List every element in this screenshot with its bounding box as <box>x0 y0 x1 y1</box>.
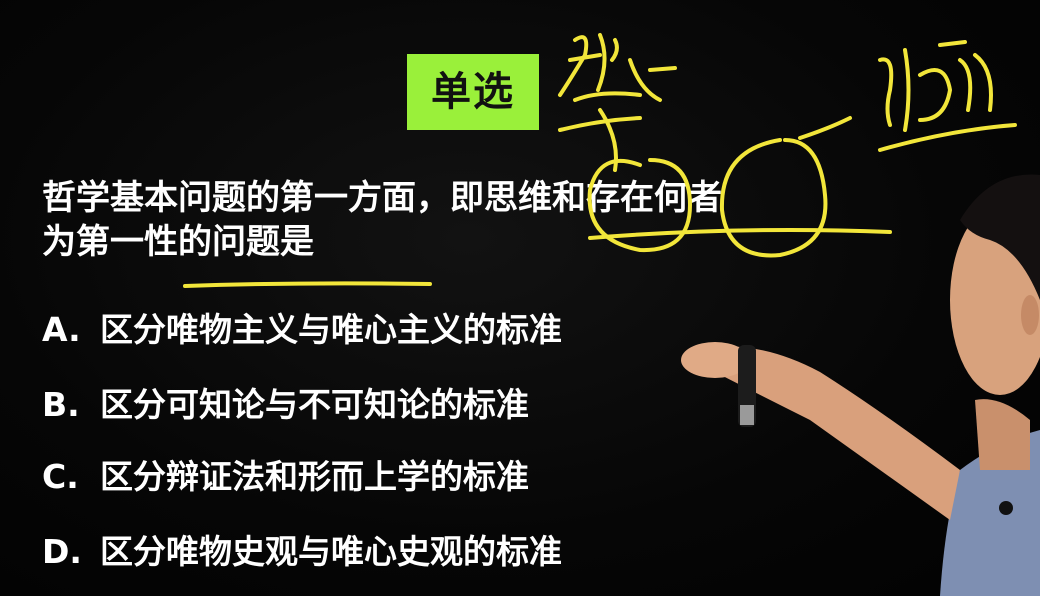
option-text: 区分唯物主义与唯心主义的标准 <box>100 310 562 349</box>
handwriting-left <box>558 33 677 172</box>
long-underline-annotation <box>588 228 892 240</box>
option-b: B. 区分可知论与不可知论的标准 <box>42 385 529 425</box>
option-letter: D. <box>42 532 82 571</box>
underline-annotation <box>183 281 432 288</box>
question-line-1: 哲学基本问题的第一方面，即思维和存在何者 <box>42 178 722 218</box>
question-text: 哲学基本问题的第一方面，即思维和存在何者 为第一性的问题是 <box>42 176 922 264</box>
option-text: 区分辩证法和形而上学的标准 <box>100 457 529 496</box>
single-choice-badge: 单选 <box>407 54 539 130</box>
option-a: A. 区分唯物主义与唯心主义的标准 <box>42 310 562 350</box>
option-d: D. 区分唯物史观与唯心史观的标准 <box>42 532 562 572</box>
handwriting-right <box>878 40 1017 152</box>
question-line-2: 为第一性的问题是 <box>42 222 314 262</box>
option-c: C. 区分辩证法和形而上学的标准 <box>42 457 529 497</box>
option-letter: A. <box>42 310 81 349</box>
option-text: 区分可知论与不可知论的标准 <box>100 385 529 424</box>
option-letter: B. <box>42 385 80 424</box>
circle-annotation-thinking <box>587 158 692 253</box>
circle-annotation-being <box>719 138 828 258</box>
option-text: 区分唯物史观与唯心史观的标准 <box>100 532 562 571</box>
option-letter: C. <box>42 457 79 496</box>
